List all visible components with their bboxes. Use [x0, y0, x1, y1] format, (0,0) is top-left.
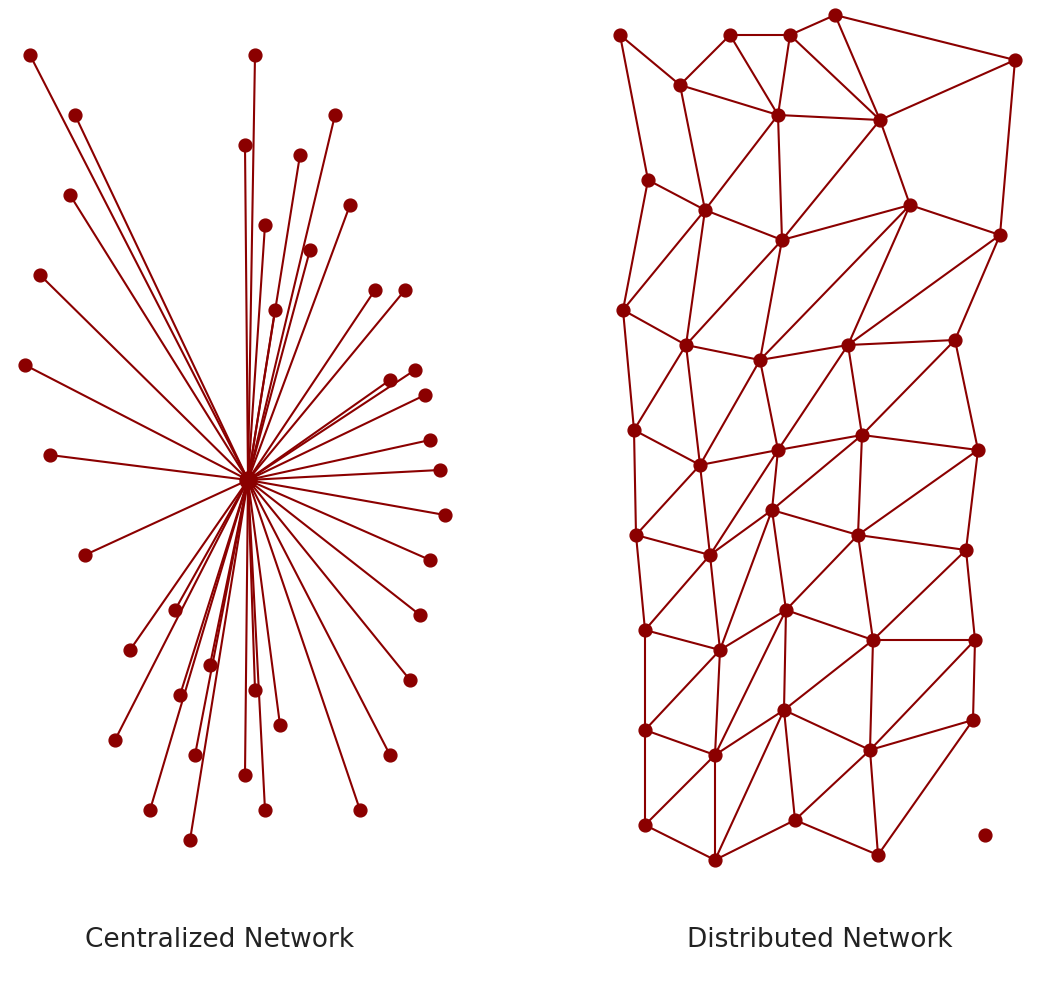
Point — [827, 7, 843, 23]
Point — [712, 642, 729, 658]
Point — [186, 747, 203, 763]
Point — [406, 362, 423, 377]
Point — [166, 603, 183, 618]
Point — [697, 202, 714, 218]
Point — [770, 107, 787, 123]
Point — [341, 198, 358, 213]
Point — [412, 607, 429, 623]
Point — [366, 282, 383, 298]
Point — [381, 373, 398, 388]
Point — [237, 138, 254, 153]
Point — [77, 548, 94, 563]
Point — [781, 28, 798, 43]
Point — [872, 112, 889, 128]
Point — [707, 852, 723, 868]
Point — [861, 742, 878, 758]
Point — [976, 827, 993, 842]
Point — [421, 552, 438, 568]
Point — [787, 812, 803, 828]
Point — [32, 267, 48, 283]
Text: Centralized Network: Centralized Network — [85, 927, 355, 953]
Point — [967, 632, 984, 648]
Point — [292, 147, 309, 163]
Point — [421, 433, 438, 448]
Point — [637, 723, 654, 738]
Point — [774, 232, 791, 248]
Point — [692, 457, 709, 473]
Point — [437, 507, 454, 523]
Point — [172, 687, 188, 703]
Point — [66, 107, 83, 123]
Point — [612, 28, 629, 43]
Point — [957, 543, 974, 558]
Point — [777, 603, 794, 618]
Point — [266, 302, 283, 318]
Point — [770, 442, 787, 458]
Point — [17, 357, 34, 373]
Point — [246, 682, 263, 698]
Point — [707, 747, 723, 763]
Point — [639, 172, 656, 188]
Point — [401, 672, 418, 688]
Point — [721, 28, 738, 43]
Point — [237, 767, 254, 782]
Point — [615, 302, 632, 318]
Point — [246, 47, 263, 63]
Point — [1007, 52, 1024, 68]
Point — [992, 227, 1009, 243]
Point — [41, 447, 58, 463]
Point — [637, 817, 654, 833]
Point — [865, 632, 881, 648]
Point — [141, 802, 158, 818]
Point — [965, 712, 981, 727]
Point — [301, 242, 318, 258]
Point — [628, 527, 644, 543]
Point — [121, 642, 138, 658]
Point — [752, 352, 769, 368]
Point — [677, 337, 694, 353]
Point — [257, 217, 274, 233]
Point — [432, 462, 449, 478]
Point — [625, 422, 642, 437]
Point — [776, 702, 793, 718]
Point — [417, 387, 434, 403]
Point — [106, 732, 123, 748]
Point — [763, 502, 780, 518]
Point — [201, 658, 218, 673]
Point — [854, 428, 871, 443]
Point — [326, 107, 343, 123]
Point — [701, 548, 718, 563]
Point — [870, 847, 887, 863]
Point — [637, 622, 654, 638]
Point — [970, 442, 987, 458]
Point — [240, 472, 257, 488]
Point — [257, 802, 274, 818]
Point — [850, 527, 867, 543]
Point — [61, 187, 78, 202]
Point — [381, 747, 398, 763]
Point — [272, 718, 289, 733]
Point — [839, 337, 856, 353]
Point — [397, 282, 414, 298]
Point — [352, 802, 369, 818]
Point — [672, 77, 689, 92]
Point — [181, 833, 198, 848]
Point — [901, 198, 918, 213]
Point — [947, 332, 963, 348]
Point — [21, 47, 38, 63]
Text: Distributed Network: Distributed Network — [688, 927, 953, 953]
